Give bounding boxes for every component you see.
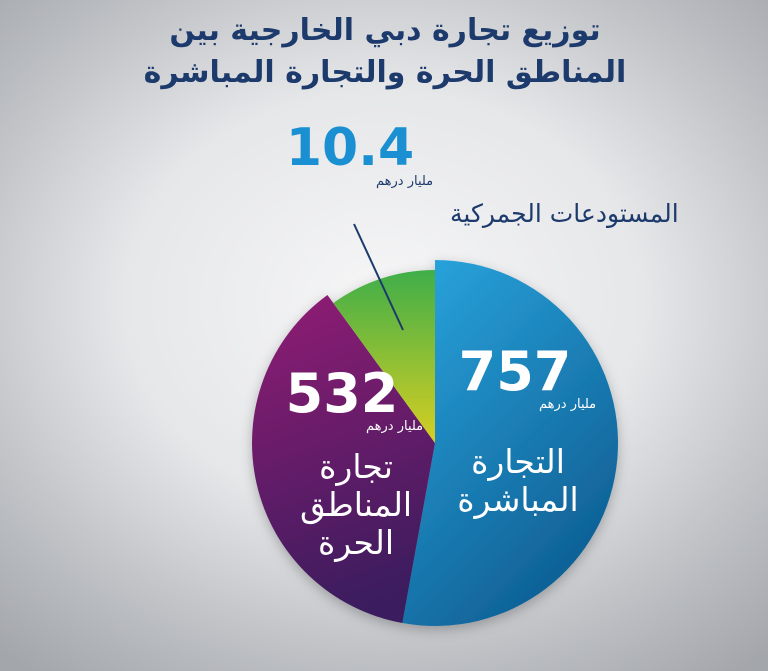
customs-unit: مليار درهم (376, 174, 433, 189)
customs-value: 10.4 (286, 118, 414, 178)
freezone-label-line-3: الحرة (318, 523, 394, 562)
pie-slice-direct-trade (402, 260, 619, 627)
customs-label: المستودعات الجمركية (450, 199, 679, 228)
pie-slice-customs-warehouses (333, 269, 435, 443)
freezone-label-line-2: المناطق (300, 485, 412, 525)
freezone-label-line-1: تجارة (319, 447, 393, 486)
chart-title-line-2: المناطق الحرة والتجارة المباشرة (144, 55, 627, 90)
freezone-value: 532 (286, 362, 399, 425)
direct-label-line-1: التجارة (471, 442, 565, 481)
chart-title-line-1: توزيع تجارة دبي الخارجية بين (169, 13, 600, 48)
direct-value: 757 (459, 340, 572, 403)
direct-unit: مليار درهم (539, 397, 596, 412)
freezone-unit: مليار درهم (366, 419, 423, 434)
customs-callout-line (353, 223, 404, 331)
pie-slice-freezone-trade (252, 294, 435, 624)
direct-label-line-2: المباشرة (457, 480, 578, 519)
